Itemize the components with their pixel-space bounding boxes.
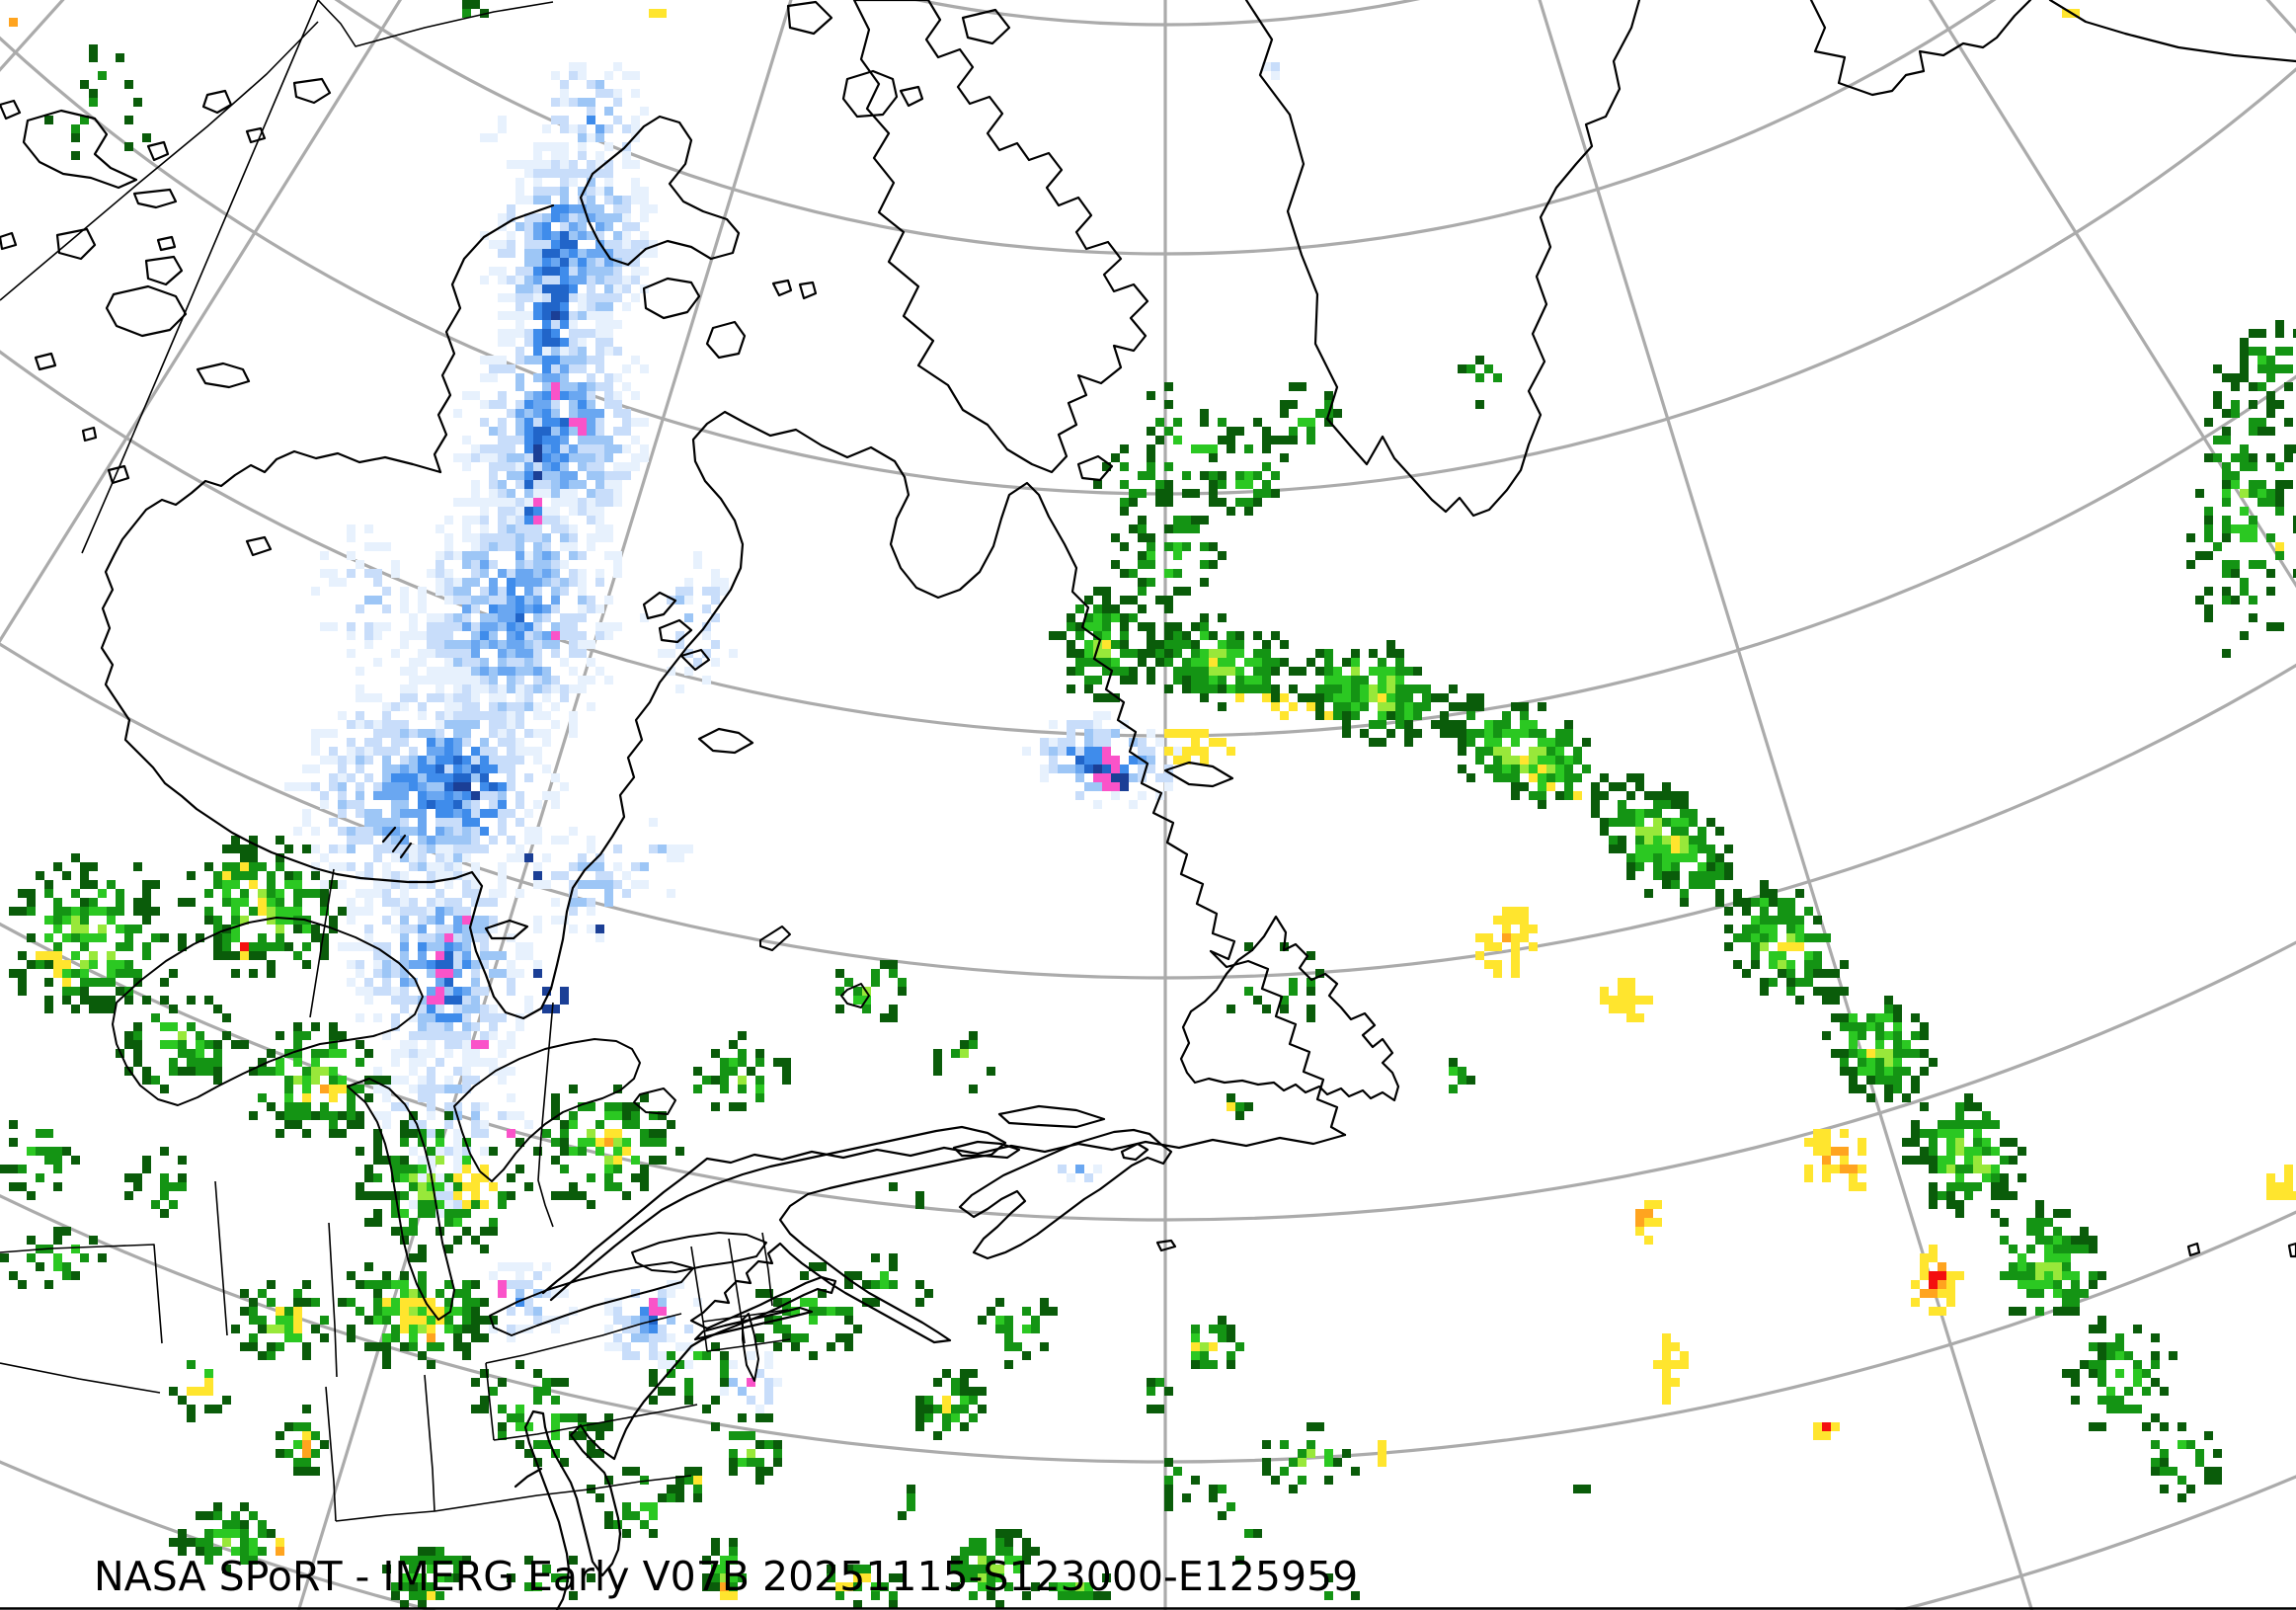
- sable-islet: [1155, 1239, 1177, 1252]
- arctic-islet-4: [201, 89, 233, 115]
- melville-peninsula: [433, 203, 555, 474]
- il-in-border: [325, 1386, 337, 1522]
- arctic-islet-17: [245, 535, 273, 557]
- ct-north-border: [706, 1338, 791, 1352]
- arctic-islet-2: [146, 140, 170, 162]
- lakes: [112, 917, 870, 1382]
- nova-scotia: [958, 1128, 1173, 1260]
- lac-st-jean: [633, 1087, 676, 1115]
- wi-il-border: [328, 1222, 338, 1378]
- lake-champlain: [742, 1313, 759, 1382]
- greenland-east-1: [1809, 0, 2032, 97]
- potomac-inlet: [514, 1467, 543, 1489]
- nottingham-island: [771, 279, 793, 297]
- lake-mistassini: [759, 926, 791, 951]
- nunavut-v: [317, 0, 554, 47]
- belcher-3: [679, 648, 711, 672]
- belcher-1: [642, 591, 677, 620]
- nipigon-stroke-3: [399, 842, 413, 859]
- bras-dor-lake: [1120, 1142, 1149, 1162]
- air-force-island: [899, 85, 924, 108]
- greenland-east-2: [2048, 0, 2296, 63]
- newfoundland: [1179, 915, 1400, 1102]
- arctic-islet-16: [0, 231, 18, 251]
- manicouagan: [840, 983, 870, 1008]
- arctic-islet-8: [144, 255, 184, 286]
- ny-vt-border: [690, 1246, 708, 1352]
- lake-superior: [112, 917, 424, 1106]
- ny-canada-border: [0, 1362, 161, 1394]
- arctic-islet-10: [105, 284, 188, 338]
- anticosti-island: [997, 1104, 1106, 1129]
- arctic-islet-13: [81, 426, 98, 443]
- arctic-islet-6: [292, 77, 332, 105]
- akimiski-island: [484, 919, 529, 940]
- salisbury-island: [798, 281, 818, 300]
- devon-island: [786, 0, 833, 36]
- prince-edward-island: [952, 1140, 1021, 1160]
- mn-wi-border: [214, 1180, 228, 1336]
- mansel-island: [705, 320, 747, 360]
- arctic-islet-12: [196, 362, 251, 389]
- nwt-diagonal: [0, 21, 319, 301]
- arctic-islet-3: [132, 188, 178, 209]
- baffin-island: [852, 0, 1149, 474]
- lake-michigan: [347, 1078, 455, 1321]
- ia-mn-border: [0, 1244, 163, 1344]
- arctic-islet-11: [34, 352, 57, 371]
- map-caption: NASA SPoRT - IMERG Early V07B 20251115-S…: [94, 1553, 1358, 1600]
- bylot-island: [961, 8, 1011, 45]
- lake-ontario: [631, 1232, 767, 1273]
- lake-erie: [489, 1261, 694, 1336]
- admin-borders: [0, 0, 791, 1522]
- md-va-border: [588, 1475, 692, 1490]
- oh-south-border: [335, 1489, 590, 1522]
- belcher-4: [697, 727, 754, 755]
- mainland-hudsonbay-ungava-labrador: [100, 410, 1347, 1137]
- mb-on-border: [309, 868, 335, 1018]
- mason-dixon-line: [493, 1404, 698, 1441]
- nipigon-stroke-2: [391, 834, 407, 853]
- greenland-west: [1244, 0, 1641, 518]
- melville-lake: [1163, 761, 1234, 788]
- prince-charles-island: [841, 69, 899, 119]
- pa-west-border: [485, 1362, 495, 1441]
- arctic-islet-1: [22, 109, 138, 190]
- islet-se-2: [2287, 1242, 2296, 1258]
- st-lawrence-north-shore: [541, 1133, 1347, 1295]
- belcher-2: [658, 618, 693, 644]
- on-qc-border: [537, 1002, 554, 1228]
- islet-se-1: [2186, 1242, 2201, 1257]
- arctic-islet-9: [156, 235, 177, 252]
- long-island: [693, 1306, 814, 1341]
- in-oh-border: [424, 1374, 435, 1512]
- arctic-islet-15: [0, 99, 22, 121]
- resolution-island: [1076, 454, 1114, 482]
- nipigon-stroke-1: [381, 826, 397, 844]
- st-lawrence-south-gaspe: [549, 1125, 1007, 1302]
- coats-island: [642, 277, 701, 320]
- lake-huron: [453, 1038, 641, 1182]
- nunavut-line-long: [81, 0, 319, 554]
- pa-north-border: [485, 1313, 682, 1364]
- graticule-meridian-2: [1538, 0, 2034, 1610]
- graticule-meridian-4: [296, 0, 793, 1610]
- southampton-island: [579, 115, 741, 267]
- arctic-islet-5: [245, 126, 267, 144]
